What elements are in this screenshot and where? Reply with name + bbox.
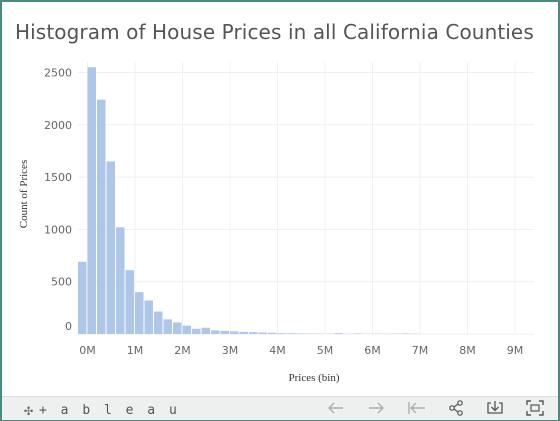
x-tick-label: 9M (507, 344, 524, 357)
histogram-bar[interactable] (211, 330, 220, 334)
y-tick-label: 1500 (44, 171, 72, 184)
tableau-brand[interactable]: ✣ + a b l e a u (24, 401, 180, 419)
x-tick-label: 6M (364, 344, 381, 357)
fullscreen-button[interactable] (524, 399, 546, 417)
histogram-bar[interactable] (97, 99, 106, 335)
histogram-bar[interactable] (401, 333, 410, 334)
grid-lines (78, 62, 534, 335)
histogram-bar[interactable] (230, 331, 239, 334)
download-button[interactable] (484, 399, 506, 417)
revert-button[interactable] (406, 399, 428, 417)
download-icon (487, 401, 503, 414)
x-tick-label: 8M (459, 344, 476, 357)
share-button[interactable] (445, 399, 467, 417)
histogram-bar[interactable] (154, 311, 163, 334)
y-tick-label: 1000 (44, 223, 72, 236)
x-tick-label: 5M (317, 344, 334, 357)
histogram-bar[interactable] (87, 67, 97, 334)
x-tick-label: 3M (222, 344, 239, 357)
histogram-bar[interactable] (334, 333, 344, 334)
y-tick-label: 0 (65, 320, 72, 333)
histogram-bar[interactable] (163, 319, 173, 334)
revert-icon (408, 402, 425, 414)
chart-title: Histogram of House Prices in all Califor… (15, 20, 534, 44)
histogram-chart[interactable]: 0 500 1000 1500 2000 2500 0M 1M 2M 3M 4M 5M 6M 7M 8M 9… (2, 2, 558, 396)
fullscreen-icon (526, 400, 544, 416)
histogram-bar[interactable] (116, 227, 125, 334)
tableau-wordmark: + a b l e a u (39, 402, 180, 418)
x-tick-label: 1M (127, 344, 144, 357)
y-tick-label: 2000 (44, 119, 72, 132)
histogram-bar[interactable] (192, 328, 201, 334)
y-axis-label: Count of Prices (18, 160, 30, 228)
histogram-bar[interactable] (78, 261, 87, 334)
arrow-right-icon (369, 402, 384, 414)
y-tick-label: 500 (51, 276, 72, 289)
redo-button[interactable] (365, 399, 387, 417)
histogram-bar[interactable] (135, 292, 144, 334)
arrow-left-icon (328, 402, 343, 414)
histogram-bar[interactable] (353, 333, 363, 334)
histogram-bar[interactable] (173, 322, 182, 334)
x-axis-label: Prices (bin) (288, 372, 339, 384)
histogram-bar[interactable] (182, 325, 192, 334)
histogram-bar[interactable] (249, 332, 258, 334)
histogram-bar[interactable] (201, 327, 211, 334)
y-tick-label: 2500 (44, 66, 72, 79)
histogram-bar[interactable] (296, 333, 306, 334)
x-tick-label: 2M (174, 344, 191, 357)
histogram-bar[interactable] (125, 270, 135, 334)
histogram-bar[interactable] (106, 161, 116, 334)
histogram-bar[interactable] (239, 331, 249, 334)
tableau-toolbar: ✣ + a b l e a u (2, 396, 558, 420)
x-tick-label: 0M (79, 344, 96, 357)
x-tick-label: 7M (412, 344, 429, 357)
histogram-bar[interactable] (220, 330, 230, 334)
histogram-bar[interactable] (268, 332, 277, 334)
y-axis-ticks: 0 500 1000 1500 2000 2500 (44, 66, 72, 333)
tableau-logo-icon: ✣ (24, 401, 34, 419)
x-tick-label: 4M (269, 344, 286, 357)
histogram-bar[interactable] (144, 300, 154, 334)
share-icon (449, 400, 463, 416)
histogram-bar[interactable] (258, 332, 268, 334)
bars[interactable] (78, 67, 419, 335)
undo-button[interactable] (325, 399, 347, 417)
histogram-bar[interactable] (277, 333, 287, 334)
x-axis-ticks: 0M 1M 2M 3M 4M 5M 6M 7M 8M 9M (79, 344, 523, 357)
histogram-bar[interactable] (287, 333, 296, 334)
